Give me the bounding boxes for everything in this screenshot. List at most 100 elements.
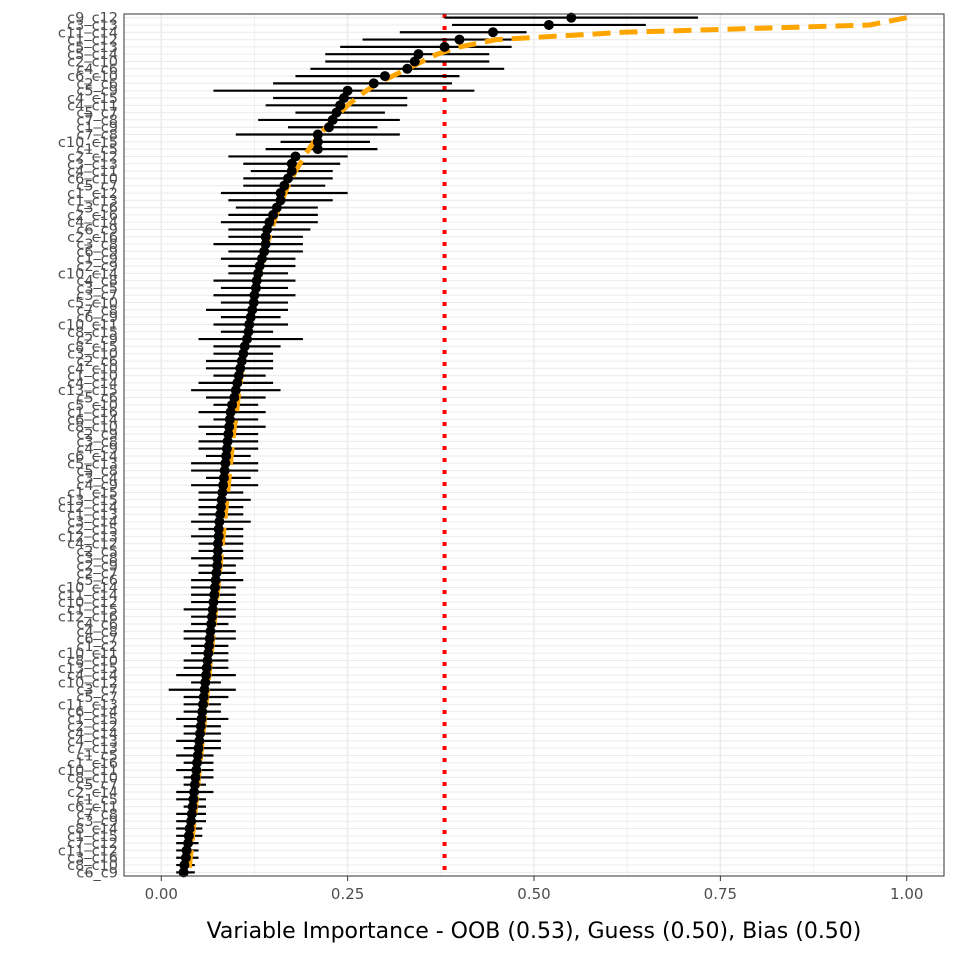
y-tick-label: c5_c13 xyxy=(67,456,118,472)
y-tick-label: c4_c10 xyxy=(67,361,118,377)
y-tick-label: c2_c9 xyxy=(76,332,118,348)
importance-point xyxy=(210,575,221,586)
importance-point xyxy=(203,648,214,659)
y-tick-label: c4_c11 xyxy=(67,98,118,114)
importance-point xyxy=(189,779,200,790)
importance-point xyxy=(178,867,189,878)
importance-point xyxy=(201,670,211,681)
y-tick-label: c1_c9 xyxy=(76,120,118,136)
y-tick-label: c5_c7 xyxy=(76,106,118,122)
y-tick-label: c6_c7 xyxy=(76,632,118,648)
y-tick-label: c1_c13 xyxy=(67,193,118,209)
y-tick-label: c3_c6 xyxy=(76,201,118,217)
y-tick-label: c10_c12 xyxy=(58,675,118,691)
y-tick-label: c10_c11 xyxy=(58,763,118,779)
y-tick-label: c13_c15 xyxy=(58,493,118,509)
x-tick-label: 0.50 xyxy=(517,885,550,903)
y-tick-label: c2_c15 xyxy=(67,522,118,538)
y-tick-label: c4_c15 xyxy=(67,91,118,107)
importance-point xyxy=(220,458,231,469)
point-layer xyxy=(178,12,577,878)
importance-point xyxy=(402,63,413,74)
y-tick-label: c10_c15 xyxy=(58,135,118,151)
y-tick-label: c2_c9 xyxy=(76,427,118,443)
y-tick-label: c13_c15 xyxy=(58,661,118,677)
y-tick-label: c2_c6 xyxy=(76,76,118,92)
y-tick-label: c5_c8 xyxy=(76,464,118,480)
y-tick-label: c5_c9 xyxy=(76,84,118,100)
y-tick-label: c4_c13 xyxy=(67,734,118,750)
y-tick-label: c3_c4 xyxy=(76,471,118,487)
importance-point xyxy=(213,531,224,542)
importance-point xyxy=(206,618,217,629)
y-tick-label: c3_c14 xyxy=(67,515,118,531)
importance-point xyxy=(566,12,577,23)
importance-point xyxy=(212,538,223,549)
y-tick-label: c2_c7 xyxy=(76,566,118,582)
y-tick-label: c2_c16 xyxy=(67,208,118,224)
y-tick-label: c2_c10 xyxy=(67,54,118,70)
y-tick-label: c2_c12 xyxy=(67,149,118,165)
y-tick-label: c7_c8 xyxy=(76,303,118,319)
importance-point xyxy=(312,136,323,147)
y-tick-label: c7_c8 xyxy=(76,128,118,144)
importance-point xyxy=(409,56,420,67)
y-tick-label: c10_c14 xyxy=(58,266,118,282)
y-tick-label: c2_c16 xyxy=(67,230,118,246)
importance-point xyxy=(195,728,206,739)
importance-point xyxy=(260,231,271,242)
y-tick-label: c5_c14 xyxy=(67,47,118,63)
importance-point xyxy=(193,743,204,754)
y-tick-label: c4_c6 xyxy=(76,617,118,633)
y-tick-label: c5_c7 xyxy=(76,690,118,706)
y-tick-label: c6_c14 xyxy=(67,412,118,428)
y-tick-label: c8_c10 xyxy=(67,420,118,436)
y-tick-label: c1_c16 xyxy=(67,405,118,421)
y-tick-label: c11_c13 xyxy=(58,697,118,713)
y-tick-label: c1_c15 xyxy=(67,485,118,501)
y-tick-label: c5_c13 xyxy=(67,40,118,56)
importance-point xyxy=(249,290,260,301)
y-tick-label: c2_c14 xyxy=(67,785,118,801)
y-tick-label: c1_c16 xyxy=(67,756,118,772)
y-tick-label: c8_c14 xyxy=(67,822,118,838)
y-tick-label: c4_c9 xyxy=(76,442,118,458)
y-tick-label: c1_c5 xyxy=(76,748,118,764)
x-axis-ticks: 0.00 0.25 0.50 0.75 1.00 xyxy=(145,876,923,903)
y-tick-label: c6_c14 xyxy=(67,449,118,465)
importance-point xyxy=(201,662,212,673)
y-tick-label: c3_c9 xyxy=(76,814,118,830)
importance-point xyxy=(208,597,219,608)
y-tick-label: c5_c10 xyxy=(67,398,118,414)
importance-point xyxy=(379,71,390,82)
y-tick-label: c10_c11 xyxy=(58,646,118,662)
y-tick-label: c1_c15 xyxy=(67,829,118,845)
importance-point xyxy=(218,480,229,491)
importance-point xyxy=(200,677,211,688)
importance-point xyxy=(188,794,199,805)
importance-point xyxy=(213,524,224,535)
y-tick-label: c1_c15 xyxy=(67,712,118,728)
y-tick-label: c10_c14 xyxy=(58,580,118,596)
y-tick-label: c3_c5 xyxy=(76,281,118,297)
y-tick-label: c4_c14 xyxy=(67,668,118,684)
importance-point xyxy=(183,830,194,841)
x-axis-title: Variable Importance - OOB (0.53), Guess … xyxy=(207,919,862,944)
y-tick-label: c9_c12 xyxy=(67,11,118,27)
x-tick-label: 1.00 xyxy=(890,885,923,903)
y-tick-label: c8_c15 xyxy=(67,339,118,355)
y-tick-label: c5_c6 xyxy=(76,391,118,407)
y-tick-label: c11_c14 xyxy=(58,588,118,604)
grid-layer xyxy=(124,14,944,876)
y-tick-label: c1_c5 xyxy=(76,792,118,808)
importance-point xyxy=(197,706,208,717)
importance-point xyxy=(209,589,220,600)
y-tick-label: c1_c13 xyxy=(67,507,118,523)
importance-point xyxy=(204,633,215,644)
y-tick-label: c10_c11 xyxy=(58,317,118,333)
importance-point xyxy=(195,721,206,732)
y-tick-label: c6_c11 xyxy=(67,800,118,816)
y-tick-label: c7_c13 xyxy=(67,741,118,757)
